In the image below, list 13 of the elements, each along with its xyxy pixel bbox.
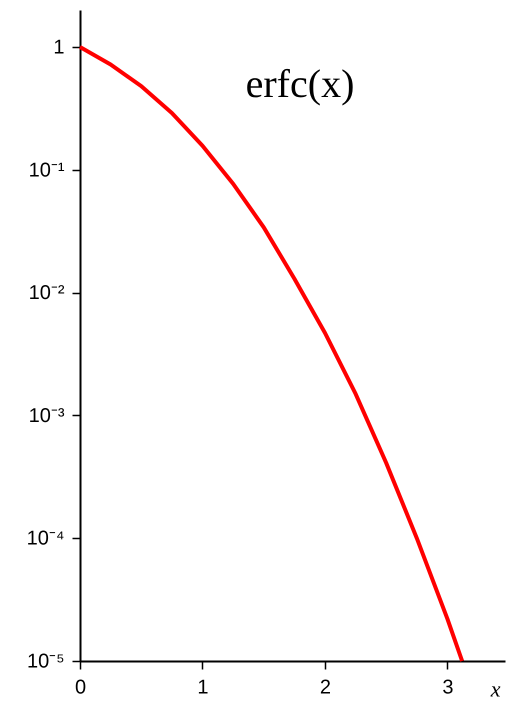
x-tick-label: 0 — [74, 676, 86, 698]
y-tick-label: 10⁻² — [28, 282, 65, 304]
y-tick-label: 10⁻³ — [28, 404, 65, 427]
x-axis-title: x — [490, 676, 501, 702]
annotation: erfc(x) — [246, 61, 354, 106]
y-tick-label: 1 — [53, 36, 64, 58]
y-tick-label: 10⁻⁵ — [26, 650, 64, 672]
line-series — [78, 44, 464, 663]
y-tick-label: 10⁻¹ — [28, 159, 65, 182]
x-tick-label: 2 — [320, 676, 332, 698]
x-tick-label: 1 — [197, 676, 209, 698]
x-tick-label: 3 — [442, 676, 454, 698]
y-tick-label: 10⁻⁴ — [26, 528, 64, 550]
